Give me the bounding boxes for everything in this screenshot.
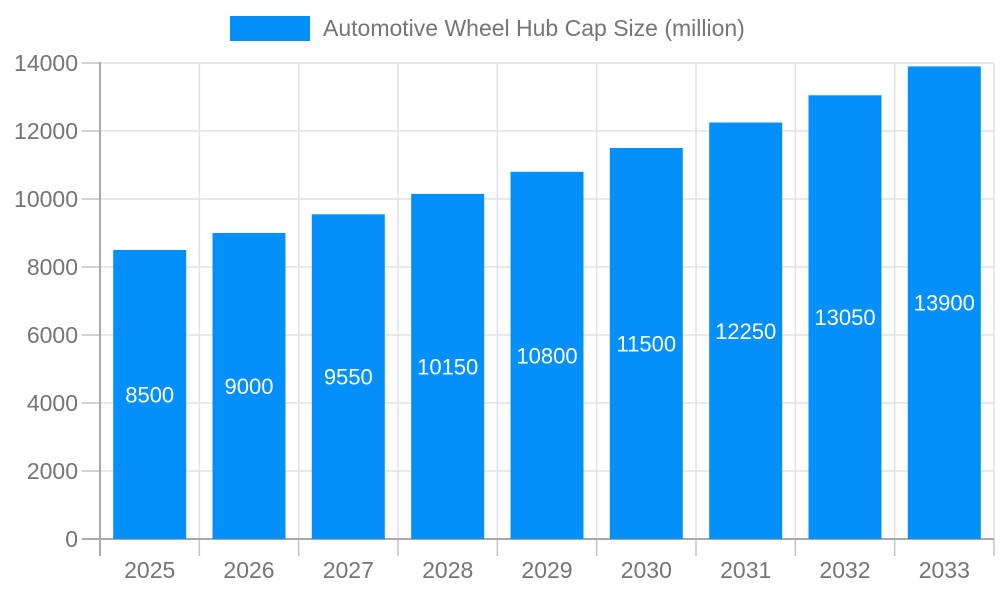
- x-tick-label: 2031: [720, 557, 771, 583]
- x-tick-label: 2030: [621, 557, 672, 583]
- bar-value-label: 10150: [417, 355, 478, 380]
- x-tick-label: 2026: [223, 557, 274, 583]
- bar: [808, 95, 882, 540]
- bar: [212, 233, 286, 539]
- y-tick-label: 6000: [27, 322, 78, 348]
- bar: [510, 171, 584, 540]
- y-tick-label: 12000: [14, 118, 78, 144]
- bar: [907, 66, 981, 540]
- bar-value-label: 12250: [715, 319, 776, 344]
- bar: [609, 148, 683, 539]
- y-tick-label: 4000: [27, 390, 78, 416]
- bar-value-label: 9000: [225, 374, 274, 399]
- legend-label: Automotive Wheel Hub Cap Size (million): [323, 15, 745, 41]
- bar: [411, 193, 485, 539]
- x-tick-label: 2032: [819, 557, 870, 583]
- y-tick-label: 2000: [27, 458, 78, 484]
- y-tick-label: 10000: [14, 186, 78, 212]
- x-tick-label: 2027: [323, 557, 374, 583]
- bar-value-label: 13050: [814, 305, 875, 330]
- y-tick-label: 0: [65, 526, 78, 552]
- y-tick-label: 8000: [27, 254, 78, 280]
- y-tick-label: 14000: [14, 50, 78, 76]
- bar: [113, 250, 187, 539]
- x-tick-label: 2029: [521, 557, 572, 583]
- bar: [311, 214, 385, 540]
- bar-value-label: 13900: [914, 291, 975, 316]
- bar-value-label: 9550: [324, 365, 373, 390]
- legend-swatch: [230, 16, 310, 41]
- x-tick-label: 2028: [422, 557, 473, 583]
- bar: [709, 122, 783, 539]
- bar-value-label: 11500: [617, 332, 677, 357]
- bar-value-label: 10800: [516, 343, 577, 368]
- legend: Automotive Wheel Hub Cap Size (million): [230, 15, 745, 42]
- bar-value-label: 8500: [125, 383, 174, 408]
- x-tick-label: 2033: [919, 557, 970, 583]
- x-tick-label: 2025: [124, 557, 175, 583]
